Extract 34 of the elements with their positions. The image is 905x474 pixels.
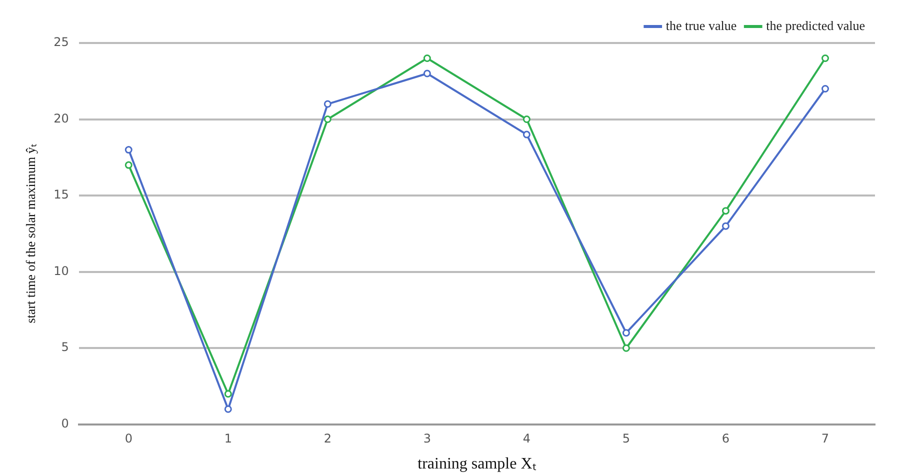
point — [423, 54, 431, 62]
y-tick-label: 25 — [54, 35, 69, 50]
x-tick-label: 5 — [622, 432, 630, 446]
y-axis-title: start time of the solar maximum ŷₜ — [23, 144, 38, 324]
y-tick-label: 15 — [54, 188, 69, 202]
x-tick-label: 2 — [324, 432, 332, 446]
point — [722, 207, 730, 215]
y-tick-label: 10 — [54, 264, 69, 278]
point — [224, 390, 232, 398]
point — [324, 116, 332, 124]
x-tick-label: 4 — [522, 432, 531, 446]
point — [124, 161, 132, 169]
point — [324, 100, 332, 108]
legend-label: the true value — [666, 18, 737, 33]
legend-label: the predicted value — [766, 18, 866, 33]
y-tick-label: 20 — [54, 111, 69, 126]
x-tick-label: 6 — [722, 432, 730, 446]
x-tick-label: 1 — [224, 432, 232, 446]
x-tick-label: 0 — [124, 432, 132, 446]
y-tick-label: 0 — [61, 416, 69, 431]
point — [224, 405, 232, 413]
point — [821, 54, 829, 62]
point — [622, 329, 630, 337]
point — [522, 130, 530, 138]
point — [522, 116, 530, 124]
y-tick-label: 5 — [61, 340, 69, 354]
x-axis-title: training sample Xₜ — [418, 456, 536, 473]
point — [821, 85, 829, 93]
point — [423, 70, 431, 78]
point — [622, 344, 630, 352]
point — [722, 222, 730, 230]
x-tick-label: 7 — [821, 432, 830, 446]
x-tick-label: 3 — [423, 432, 431, 446]
point — [124, 146, 132, 154]
